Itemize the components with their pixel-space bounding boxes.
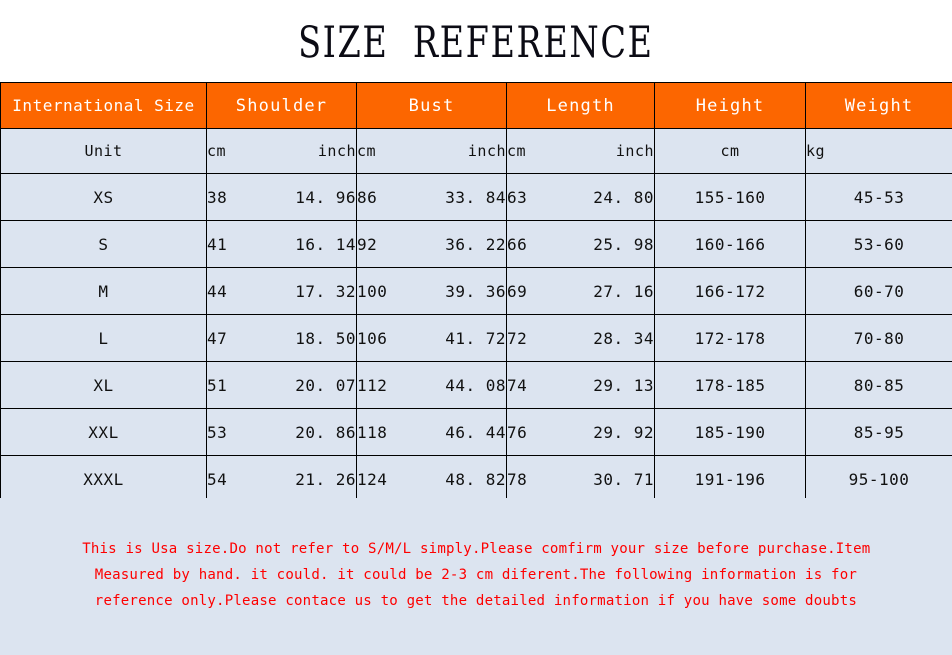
cell-bust-cm: 86 (356, 173, 432, 221)
cell-shoulder-cm: 51 (206, 361, 282, 409)
table-row-unit: Unit cm inch cm inch cm inch cm kg (0, 128, 952, 174)
cell-length-cm: 76 (506, 408, 581, 456)
cell-weight: 85-95 (805, 408, 952, 456)
cell-bust-inch: 41. 72 (431, 314, 508, 362)
cell-shoulder-cm: 53 (206, 408, 282, 456)
cell-length-inch: 30. 71 (580, 455, 656, 503)
cell-size: M (0, 267, 207, 315)
cell-shoulder-inch: 20. 07 (281, 361, 358, 409)
table-row: XS 38 14. 96 86 33. 84 63 24. 80 155-160 45-53 (0, 173, 952, 221)
cell-bust-inch: 48. 82 (431, 455, 508, 503)
cell-bust-inch: 46. 44 (431, 408, 508, 456)
cell-length-cm: 69 (506, 267, 581, 315)
cell-unit-bust-inch: inch (431, 128, 508, 174)
disclaimer-line-2: Measured by hand. it could. it could be … (94, 567, 858, 583)
cell-shoulder-cm: 44 (206, 267, 282, 315)
size-table-wrap: International Size Shoulder Bust Length … (0, 82, 952, 503)
header-height: Height (654, 82, 807, 129)
cell-weight: 53-60 (805, 220, 952, 268)
cell-length-cm: 66 (506, 220, 581, 268)
cell-bust-cm: 118 (356, 408, 432, 456)
table-row: S 41 16. 14 92 36. 22 66 25. 98 160-166 53-60 (0, 220, 952, 268)
header-weight: Weight (805, 82, 952, 129)
cell-size: XS (0, 173, 207, 221)
cell-length-cm: 78 (506, 455, 581, 503)
cell-height: 178-185 (654, 361, 807, 409)
cell-size: S (0, 220, 207, 268)
disclaimer-line-1: This is Usa size.Do not refer to S/M/L s… (81, 541, 871, 557)
cell-unit-label: Unit (0, 128, 207, 174)
cell-shoulder-inch: 17. 32 (281, 267, 358, 315)
cell-length-inch: 29. 13 (580, 361, 656, 409)
header-shoulder: Shoulder (205, 82, 358, 129)
cell-bust-cm: 92 (356, 220, 432, 268)
cell-shoulder-cm: 47 (206, 314, 282, 362)
cell-unit-weight: kg (805, 128, 952, 174)
cell-height: 172-178 (654, 314, 807, 362)
page-title: SIZE REFERENCE (298, 17, 654, 68)
cell-weight: 45-53 (805, 173, 952, 221)
size-reference-table: International Size Shoulder Bust Length … (0, 82, 952, 503)
table-row: XL 51 20. 07 112 44. 08 74 29. 13 178-185 80-85 (0, 361, 952, 409)
cell-shoulder-inch: 14. 96 (281, 173, 358, 221)
cell-length-cm: 63 (506, 173, 581, 221)
cell-bust-inch: 39. 36 (431, 267, 508, 315)
cell-length-inch: 28. 34 (580, 314, 656, 362)
cell-shoulder-inch: 18. 50 (281, 314, 358, 362)
cell-weight: 80-85 (805, 361, 952, 409)
cell-shoulder-cm: 38 (206, 173, 282, 221)
cell-unit-height: cm (654, 128, 807, 174)
cell-unit-shoulder-inch: inch (281, 128, 358, 174)
cell-bust-inch: 33. 84 (431, 173, 508, 221)
cell-bust-inch: 44. 08 (431, 361, 508, 409)
cell-bust-cm: 124 (356, 455, 432, 503)
cell-length-cm: 74 (506, 361, 581, 409)
cell-length-inch: 29. 92 (580, 408, 656, 456)
cell-shoulder-cm: 54 (206, 455, 282, 503)
cell-unit-bust-cm: cm (356, 128, 432, 174)
table-row: XXL 53 20. 86 118 46. 44 76 29. 92 185-190 85-95 (0, 408, 952, 456)
table-body: XS 38 14. 96 86 33. 84 63 24. 80 155-160 45-53 S 4… (0, 173, 952, 503)
cell-bust-cm: 106 (356, 314, 432, 362)
cell-unit-length-cm: cm (506, 128, 581, 174)
cell-weight: 95-100 (805, 455, 952, 503)
cell-shoulder-inch: 21. 26 (281, 455, 358, 503)
cell-height: 185-190 (654, 408, 807, 456)
header-length: Length (506, 82, 656, 129)
cell-weight: 60-70 (805, 267, 952, 315)
cell-height: 155-160 (654, 173, 807, 221)
cell-shoulder-cm: 41 (206, 220, 282, 268)
cell-length-cm: 72 (506, 314, 581, 362)
cell-height: 166-172 (654, 267, 807, 315)
disclaimer-note: This is Usa size.Do not refer to S/M/L s… (0, 498, 952, 655)
table-row: L 47 18. 50 106 41. 72 72 28. 34 172-178 70-80 (0, 314, 952, 362)
cell-unit-shoulder-cm: cm (206, 128, 282, 174)
cell-shoulder-inch: 20. 86 (281, 408, 358, 456)
cell-height: 191-196 (654, 455, 807, 503)
cell-unit-length-inch: inch (580, 128, 656, 174)
cell-length-inch: 25. 98 (580, 220, 656, 268)
cell-bust-cm: 100 (356, 267, 432, 315)
header-bust: Bust (356, 82, 508, 129)
table-row: XXXL 54 21. 26 124 48. 82 78 30. 71 191-196 95-1… (0, 455, 952, 503)
cell-bust-inch: 36. 22 (431, 220, 508, 268)
cell-size: XXXL (0, 455, 207, 503)
cell-size: L (0, 314, 207, 362)
header-international-size: International Size (0, 82, 207, 129)
cell-weight: 70-80 (805, 314, 952, 362)
cell-bust-cm: 112 (356, 361, 432, 409)
table-header-row: International Size Shoulder Bust Length … (0, 82, 952, 129)
cell-shoulder-inch: 16. 14 (281, 220, 358, 268)
cell-length-inch: 27. 16 (580, 267, 656, 315)
cell-height: 160-166 (654, 220, 807, 268)
title-band: SIZE REFERENCE (0, 0, 952, 82)
cell-size: XXL (0, 408, 207, 456)
disclaimer-line-3: reference only.Please contace us to get … (94, 593, 858, 609)
table-row: M 44 17. 32 100 39. 36 69 27. 16 166-172 60-70 (0, 267, 952, 315)
cell-size: XL (0, 361, 207, 409)
cell-length-inch: 24. 80 (580, 173, 656, 221)
